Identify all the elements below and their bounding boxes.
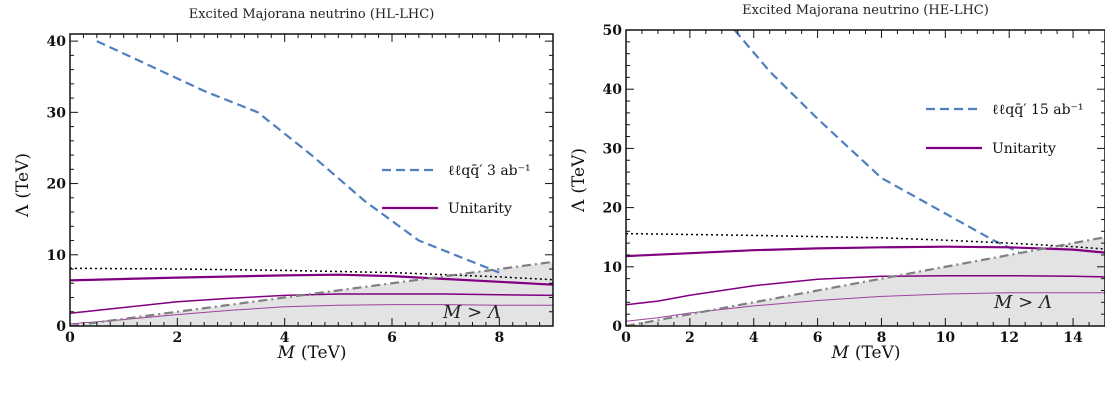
- chart2-x-tick-label: 0: [621, 330, 631, 346]
- chart1-x-tick-label: 6: [387, 330, 397, 346]
- chart1-x-tick-label: 8: [494, 330, 504, 346]
- chart1-region-label: M > Λ: [442, 302, 501, 323]
- chart2-x-tick-label: 12: [999, 330, 1018, 346]
- chart2-y-tick-label: 10: [603, 260, 623, 276]
- chart2-y-tick-label: 40: [603, 82, 623, 98]
- chart2-region-label: M > Λ: [993, 292, 1052, 313]
- chart1-series-1-solid-thick: [70, 273, 553, 286]
- chart1-series-5-dashdot-diagonal: [70, 260, 553, 326]
- chart2-series-1-solid-thick: [626, 245, 1105, 258]
- chart2-series-2-solid: [626, 274, 1105, 306]
- chart1-legend-label: Unitarity: [448, 201, 512, 217]
- chart2-x-axis-label: M (TeV): [830, 343, 900, 363]
- chart1-series-0-dashed: [96, 40, 500, 274]
- chart1-y-tick-label: 10: [47, 248, 67, 264]
- chart1-x-tick-label: 2: [172, 330, 182, 346]
- chart1-y-tick-label: 30: [47, 105, 67, 121]
- chart2-x-axis-var: M: [830, 343, 849, 363]
- chart2-x-tick-label: 6: [813, 330, 823, 346]
- chart2-y-axis-unit: (TeV): [569, 148, 589, 194]
- chart2-legend-label: ℓℓqq̄′ 15 ab⁻¹: [992, 102, 1084, 118]
- chart2-x-tick-label: 4: [749, 330, 759, 346]
- chart2-title: Excited Majorana neutrino (HE-LHC): [742, 3, 989, 18]
- chart1-plot-area: [70, 40, 553, 326]
- chart2-y-tick-label: 0: [612, 319, 622, 335]
- chart1-x-axis-var: M: [276, 343, 295, 363]
- chart2-plot-area: [626, 30, 1105, 326]
- chart1-x-tick-label: 0: [65, 330, 75, 346]
- chart1-y-axis-label: Λ (TeV): [13, 153, 33, 218]
- chart1-x-axis-unit: (TeV): [301, 343, 347, 363]
- chart2-panel: 0 2 4 6 8 10 12 14 0 10 20 30 40 50 Excited Majorana n…: [569, 3, 1105, 363]
- chart2-x-tick-label: 8: [877, 330, 887, 346]
- chart1-series-2-solid: [70, 293, 553, 314]
- chart2-y-axis-label: Λ (TeV): [569, 148, 589, 213]
- chart1-x-tick-label: 4: [280, 330, 290, 346]
- chart2-x-tick-label: 2: [685, 330, 695, 346]
- chart2-y-tick-label: 30: [603, 141, 623, 157]
- chart1-y-axis-unit: (TeV): [13, 153, 33, 199]
- chart1-x-axis-label: M (TeV): [276, 343, 346, 363]
- chart2-x-axis-unit: (TeV): [855, 343, 901, 363]
- chart1-y-axis-var: Λ: [13, 204, 33, 218]
- chart1-series-3-solid-thin: [70, 304, 553, 325]
- chart2-series-0-dashed: [733, 30, 1020, 253]
- chart2-series-3-solid-thin: [626, 292, 1105, 322]
- chart1-legend-label: ℓℓqq̄′ 3 ab⁻¹: [448, 163, 531, 179]
- chart2-x-tick-label: 10: [936, 330, 956, 346]
- chart2-legend-label: Unitarity: [992, 141, 1056, 157]
- chart2-y-axis-var: Λ: [569, 199, 589, 213]
- chart2-series-5-dashdot-diagonal: [626, 236, 1105, 326]
- chart1-panel: 0 2 4 6 8 0 10 20 30 40 Excited Majorana neutrino …: [13, 7, 554, 363]
- chart1-y-tick-label: 20: [47, 177, 67, 193]
- chart2-x-tick-label: 14: [1063, 330, 1083, 346]
- chart2-y-tick-label: 20: [603, 201, 623, 217]
- chart2-y-tick-label: 50: [603, 23, 623, 39]
- chart1-y-tick-label: 40: [47, 34, 67, 50]
- chart1-title: Excited Majorana neutrino (HL-LHC): [189, 7, 435, 22]
- chart1-y-tick-label: 0: [56, 319, 66, 335]
- chart2-shaded-region: [626, 237, 1105, 326]
